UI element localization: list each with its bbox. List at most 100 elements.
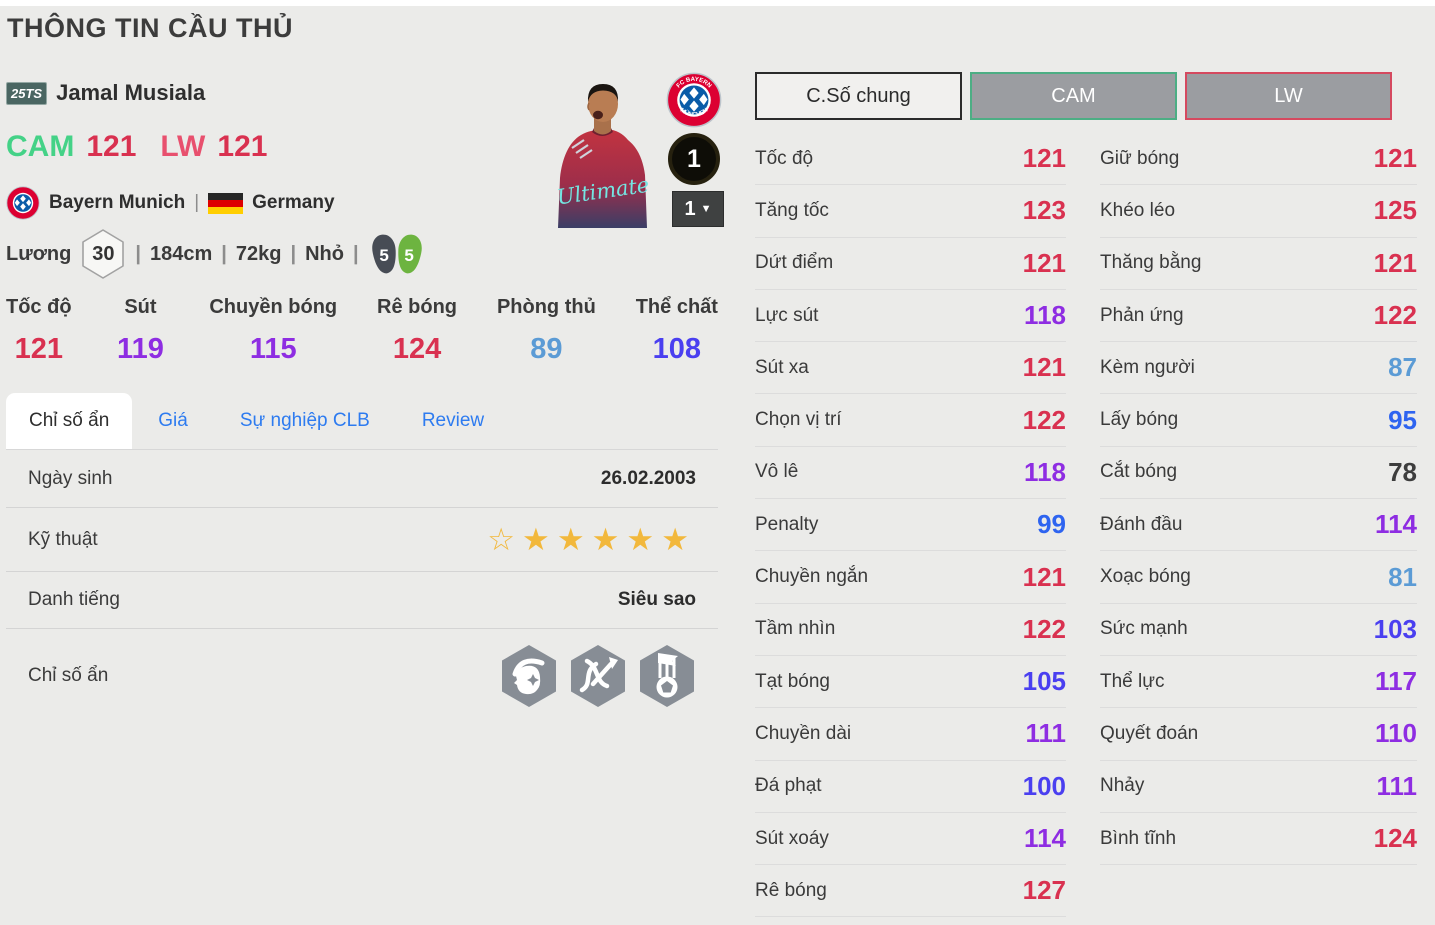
stat-row: Chuyền ngắn 121 xyxy=(755,551,1066,604)
stat-row: Thể lực 117 xyxy=(1100,656,1417,709)
salary-hexagon-icon: 30 xyxy=(80,228,126,280)
tab-general-stats[interactable]: C.Số chung xyxy=(755,72,962,120)
hidden-stats-label: Chỉ số ẩn xyxy=(28,665,109,686)
top-strip xyxy=(0,0,1435,6)
level-value: 1 xyxy=(687,144,701,173)
level-badge: 1 xyxy=(668,133,720,185)
position-label-lw: LW xyxy=(160,130,206,163)
position-rating-cam: 121 xyxy=(86,130,137,163)
stat-row: Sút xa 121 xyxy=(755,342,1066,395)
player-summary-panel: 25TS Jamal Musiala CAM 121 LW 121 xyxy=(6,70,724,920)
chevron-down-icon: ▼ xyxy=(700,203,712,215)
foot-ratings: 5 5 xyxy=(370,233,424,275)
tab-lw-stats[interactable]: LW xyxy=(1185,72,1392,120)
separator: | xyxy=(290,242,297,265)
birth-date-value: 26.02.2003 xyxy=(600,467,696,489)
stat-row: Khéo léo 125 xyxy=(1100,185,1417,238)
bayern-logo-icon: FC BAYERN MÜNCHEN xyxy=(666,72,722,128)
main-stat: Rê bóng 124 xyxy=(377,296,458,365)
stat-row: Giữ bóng 121 xyxy=(1100,133,1417,186)
position-label-cam: CAM xyxy=(6,130,75,163)
main-stats: Tốc độ 121 Sút 119 Chuyền bóng 115 Rê bóng 1… xyxy=(6,296,718,366)
separator: | xyxy=(221,242,227,265)
stat-row: Sút xoáy 114 xyxy=(755,813,1066,866)
stat-row: Tầm nhìn 122 xyxy=(755,604,1066,656)
main-stat: Phòng thủ 89 xyxy=(496,296,596,365)
germany-flag-icon xyxy=(208,192,244,214)
star-icon: ★ xyxy=(556,521,592,557)
stat-row: Vô lê 118 xyxy=(755,447,1066,500)
stat-row: Sức mạnh 103 xyxy=(1100,604,1417,656)
table-row: Danh tiếng Siêu sao xyxy=(6,572,718,629)
star-icon: ★ xyxy=(591,521,627,557)
stat-row: Đá phạt 100 xyxy=(755,761,1066,813)
detail-tabs: Chỉ số ẩn Giá Sự nghiệp CLB Review xyxy=(6,393,718,450)
hidden-info-table: Ngày sinh 26.02.2003 Kỹ thuật ☆★★★★★ Dan… xyxy=(6,450,718,723)
star-icon: ★ xyxy=(626,521,662,557)
table-row: Chỉ số ẩn xyxy=(6,629,718,723)
stat-row: Chọn vị trí 122 xyxy=(755,394,1066,447)
table-row: Kỹ thuật ☆★★★★★ xyxy=(6,508,718,572)
stat-row: Nhảy 111 xyxy=(1100,761,1417,813)
stat-row: Kèm người 87 xyxy=(1100,342,1417,395)
tab-club-career[interactable]: Sự nghiệp CLB xyxy=(239,410,370,431)
bayern-logo-icon xyxy=(6,186,40,220)
stat-row: Tăng tốc 123 xyxy=(755,185,1066,238)
stat-list-left: Tốc độ 121 Tăng tốc 123 Dứt điểm 121 Lực sú… xyxy=(755,133,1066,918)
table-row: Ngày sinh 26.02.2003 xyxy=(6,450,718,508)
club-nation-row: Bayern Munich | Germany xyxy=(6,186,335,220)
svg-text:MÜNCHEN: MÜNCHEN xyxy=(679,108,710,119)
main-stat: Thể chất 108 xyxy=(635,296,718,365)
stat-list-right: Giữ bóng 121 Khéo léo 125 Thăng bằng 121 Ph… xyxy=(1100,133,1417,917)
skill-foot-value: 5 xyxy=(404,246,414,265)
birth-date-label: Ngày sinh xyxy=(28,467,113,489)
stat-row: Tốc độ 121 xyxy=(755,133,1066,186)
separator: | xyxy=(135,242,141,265)
trophy-ball-icon xyxy=(640,645,694,707)
tab-hidden-stats[interactable]: Chỉ số ẩn xyxy=(6,393,133,449)
stat-row: Quyết đoán 110 xyxy=(1100,708,1417,761)
season-badge: 25TS xyxy=(6,81,48,105)
stat-row: Rê bóng 127 xyxy=(755,865,1066,918)
salary-label: Lương xyxy=(6,242,72,265)
skill-label: Kỹ thuật xyxy=(28,528,98,550)
main-stat: Chuyền bóng 115 xyxy=(209,296,338,365)
level-select-value: 1 xyxy=(684,197,696,220)
stat-row: Cắt bóng 78 xyxy=(1100,447,1417,500)
stat-row: Xoạc bóng 81 xyxy=(1100,551,1417,604)
player-name: Jamal Musiala xyxy=(56,80,206,105)
position-ratings: CAM 121 LW 121 xyxy=(6,130,281,164)
tab-cam-stats[interactable]: CAM xyxy=(970,72,1177,120)
body-type-value: Nhỏ xyxy=(305,242,344,265)
main-stat: Tốc độ 121 xyxy=(6,296,72,365)
stat-row: Chuyền dài 111 xyxy=(755,708,1066,761)
stat-row: Dứt điểm 121 xyxy=(755,238,1066,290)
player-meta-row: Lương 30 | 184cm | 72kg | Nhỏ | 5 5 xyxy=(6,228,424,280)
nation-name: Germany xyxy=(252,192,335,213)
stat-row: Penalty 99 xyxy=(755,499,1066,552)
weight-value: 72kg xyxy=(235,242,282,265)
detail-stats-columns: Tốc độ 121 Tăng tốc 123 Dứt điểm 121 Lực sú… xyxy=(755,133,1417,918)
position-stat-tabs: C.Số chung CAM LW xyxy=(755,72,1392,120)
level-dropdown[interactable]: 1 ▼ xyxy=(672,191,724,227)
detail-stats-panel: C.Số chung CAM LW Tốc độ 121 Tăng tốc 123 … xyxy=(755,72,1417,918)
height-value: 184cm xyxy=(149,242,213,265)
tab-review[interactable]: Review xyxy=(421,410,485,431)
stat-row: Đánh đầu 114 xyxy=(1100,499,1417,552)
dribble-arrows-icon xyxy=(571,645,625,707)
star-icon: ★ xyxy=(661,521,696,557)
fame-label: Danh tiếng xyxy=(28,589,120,610)
weak-foot-icon: 5 xyxy=(370,233,399,275)
club-name: Bayern Munich xyxy=(49,192,186,213)
tab-price[interactable]: Giá xyxy=(158,410,188,431)
hidden-stat-icons xyxy=(500,644,696,708)
weak-foot-value: 5 xyxy=(379,246,389,265)
player-media: Ultimate FC BAYERN MÜNCHEN xyxy=(542,72,724,228)
star-outline-icon: ☆ xyxy=(487,521,523,557)
stat-row: Lấy bóng 95 xyxy=(1100,394,1417,447)
main-stat: Sút 119 xyxy=(117,296,164,365)
mohawk-head-icon xyxy=(502,645,556,707)
page-title: THÔNG TIN CẦU THỦ xyxy=(7,13,293,43)
stat-row: Thăng bằng 121 xyxy=(1100,238,1417,290)
